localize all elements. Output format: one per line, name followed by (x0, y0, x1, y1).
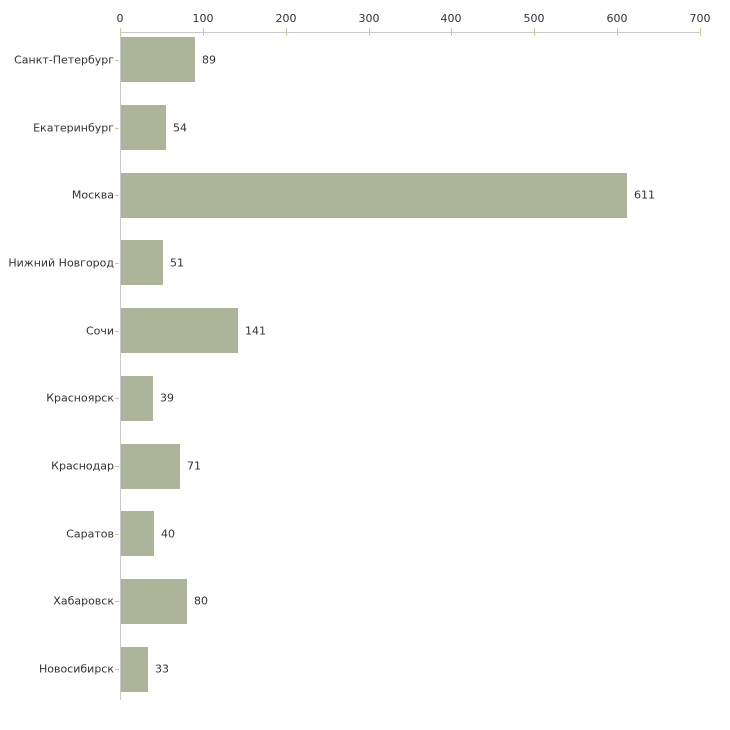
value-label: 611 (634, 188, 655, 202)
y-tick-mark (115, 466, 119, 467)
value-label: 80 (194, 594, 208, 608)
value-label: 33 (155, 662, 169, 676)
y-axis-label: Саратов (66, 527, 114, 541)
y-axis-label: Нижний Новгород (8, 256, 114, 270)
y-tick-mark (115, 60, 119, 61)
bar-1 (121, 37, 195, 82)
y-axis-label: Москва (71, 188, 114, 202)
x-tick-label: 100 (192, 12, 214, 25)
value-label: 54 (173, 121, 187, 135)
x-tick-mark (203, 28, 204, 36)
y-axis-label: Краснодар (51, 459, 114, 473)
value-label: 39 (160, 391, 174, 405)
x-tick-mark (451, 28, 452, 36)
y-axis-label: Екатеринбург (33, 121, 114, 135)
bar-3 (121, 173, 627, 218)
value-label: 89 (202, 53, 216, 67)
y-axis-label: Санкт-Петербург (14, 53, 114, 67)
y-tick-mark (115, 195, 119, 196)
x-tick-label: 600 (606, 12, 628, 25)
y-tick-mark (115, 669, 119, 670)
x-tick-label: 700 (689, 12, 711, 25)
x-tick-label: 0 (116, 12, 124, 25)
value-label: 71 (187, 459, 201, 473)
y-tick-mark (115, 398, 119, 399)
y-axis-label: Новосибирск (38, 662, 114, 676)
y-axis-label: Хабаровск (53, 594, 114, 608)
y-tick-mark (115, 534, 119, 535)
value-label: 141 (245, 324, 266, 338)
x-tick-mark (286, 28, 287, 36)
bar-9 (121, 579, 187, 624)
x-tick-mark (617, 28, 618, 36)
x-axis-line (120, 32, 701, 33)
y-axis-label: Красноярск (46, 391, 114, 405)
value-label: 40 (161, 527, 175, 541)
y-axis-label: Сочи (85, 324, 114, 338)
value-label: 51 (170, 256, 184, 270)
x-tick-mark (534, 28, 535, 36)
x-tick-label: 500 (523, 12, 545, 25)
bar-2 (121, 105, 166, 150)
x-tick-mark (700, 28, 701, 36)
x-tick-label: 200 (275, 12, 297, 25)
bar-5 (121, 308, 238, 353)
bar-8 (121, 511, 154, 556)
y-axis-line (120, 32, 121, 700)
bar-6 (121, 376, 153, 421)
x-tick-label: 300 (358, 12, 380, 25)
x-tick-label: 400 (440, 12, 462, 25)
y-tick-mark (115, 331, 119, 332)
bar-4 (121, 240, 163, 285)
y-tick-mark (115, 601, 119, 602)
bar-10 (121, 647, 148, 692)
x-tick-mark (120, 28, 121, 36)
y-tick-mark (115, 128, 119, 129)
y-tick-mark (115, 263, 119, 264)
x-tick-mark (369, 28, 370, 36)
bar-7 (121, 444, 180, 489)
